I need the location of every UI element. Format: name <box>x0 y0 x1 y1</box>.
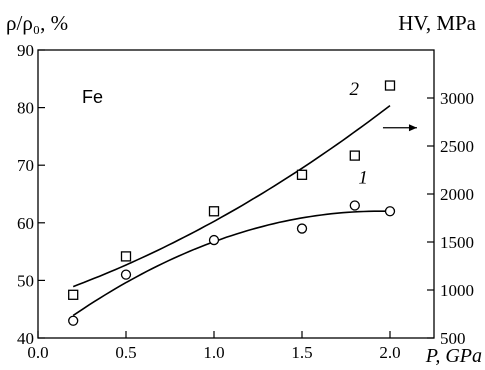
y-right-tick-label: 2000 <box>440 185 474 204</box>
trend-curves <box>72 104 391 317</box>
y-left-tick-label: 90 <box>17 41 34 60</box>
y-right-tick-label: 1000 <box>440 281 474 300</box>
square-marker <box>120 251 132 262</box>
curve-label-2: 2 <box>350 79 360 100</box>
y-left-tick-label: 60 <box>17 214 34 233</box>
circle-marker <box>296 223 308 234</box>
curve-labels: 12 <box>350 79 417 189</box>
square-marker <box>384 80 396 91</box>
y-right-tick-label: 1500 <box>440 233 474 252</box>
x-tick-label: 0.5 <box>115 343 136 362</box>
square-marker <box>68 289 79 300</box>
x-tick-label: 1.0 <box>203 343 224 362</box>
y-left-axis-label: ρ/ρ₀, % <box>6 11 68 35</box>
y-right-tick-label: 3000 <box>440 89 474 108</box>
square-marker <box>349 150 360 161</box>
curve-label-1: 1 <box>358 168 368 189</box>
x-tick-label: 2.0 <box>379 343 400 362</box>
material-annotation: Fe <box>82 87 103 107</box>
square-marker <box>208 206 220 217</box>
y-left-tick-label: 80 <box>17 99 34 118</box>
x-tick-label: 1.5 <box>291 343 312 362</box>
x-tick-label: 0.0 <box>27 343 48 362</box>
x-axis-label: P, GPa <box>425 345 482 367</box>
left-axis-ticks: 40 50 60 70 80 90 <box>17 41 45 348</box>
circle-marker <box>384 206 396 217</box>
right-axis-arrowhead <box>408 124 417 132</box>
trend-curve-1 <box>72 210 391 317</box>
y-left-tick-label: 40 <box>17 329 34 348</box>
circle-marker <box>120 269 132 280</box>
circle-marker <box>208 234 220 246</box>
data-markers <box>68 80 396 326</box>
y-right-tick-label: 2500 <box>440 137 474 156</box>
circle-marker <box>68 315 79 326</box>
right-axis-ticks: 500 1000 1500 2000 2500 3000 <box>427 89 474 348</box>
y-left-tick-label: 50 <box>17 271 34 290</box>
y-right-axis-label: HV, MPa <box>398 11 476 35</box>
y-right-tick-label: 500 <box>440 329 466 348</box>
circle-marker <box>349 200 360 211</box>
x-axis-ticks: 0.0 0.5 1.0 1.5 2.0 <box>27 331 401 362</box>
y-left-tick-label: 70 <box>17 156 34 175</box>
square-marker <box>296 169 308 180</box>
trend-curve-2 <box>72 104 391 288</box>
